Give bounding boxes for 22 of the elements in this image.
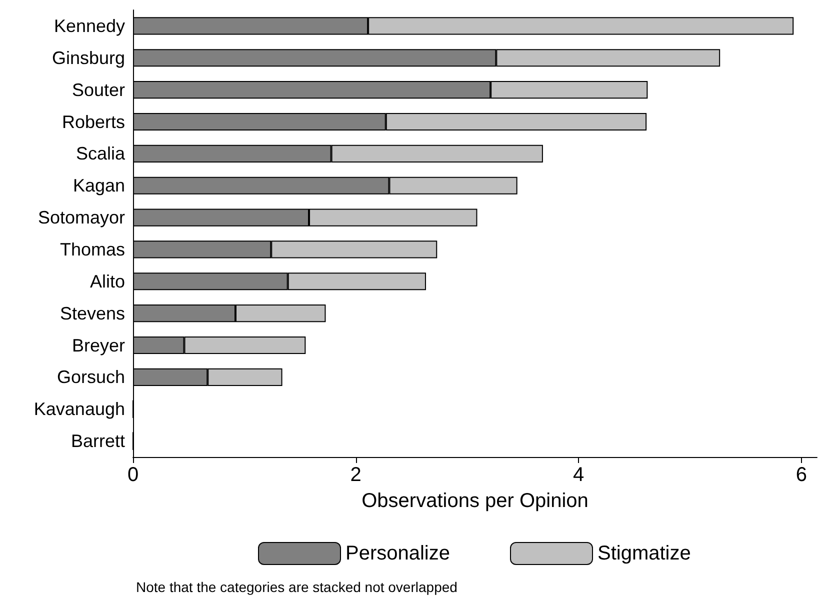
legend-label: Personalize bbox=[346, 542, 450, 564]
y-tick-label: Kavanaugh bbox=[34, 399, 125, 420]
x-tick-label: 0 bbox=[127, 464, 139, 486]
y-tick-label: Kennedy bbox=[54, 16, 125, 36]
y-tick-label: Sotomayor bbox=[38, 208, 125, 228]
x-tick-label: 4 bbox=[573, 464, 584, 486]
y-tick-label: Stevens bbox=[60, 303, 125, 324]
y-tick-label: Scalia bbox=[76, 144, 126, 164]
y-tick-label: Alito bbox=[90, 271, 125, 292]
x-tick-label: 6 bbox=[796, 464, 807, 486]
y-tick-label: Breyer bbox=[72, 335, 126, 356]
y-tick-label: Barrett bbox=[70, 431, 125, 452]
y-tick-label: Souter bbox=[72, 80, 125, 100]
legend-label: Stigmatize bbox=[598, 542, 691, 564]
y-tick-label: Gorsuch bbox=[56, 367, 125, 388]
y-tick-label: Roberts bbox=[62, 112, 125, 132]
x-tick-label: 2 bbox=[350, 464, 362, 486]
y-tick-label: Thomas bbox=[60, 239, 125, 260]
text: Note that the categories are stacked not overlapped bbox=[136, 579, 458, 595]
y-tick-label: Ginsburg bbox=[52, 48, 125, 68]
x-axis-title: Observations per Opinion bbox=[362, 490, 588, 512]
y-tick-label: Kagan bbox=[72, 176, 125, 196]
